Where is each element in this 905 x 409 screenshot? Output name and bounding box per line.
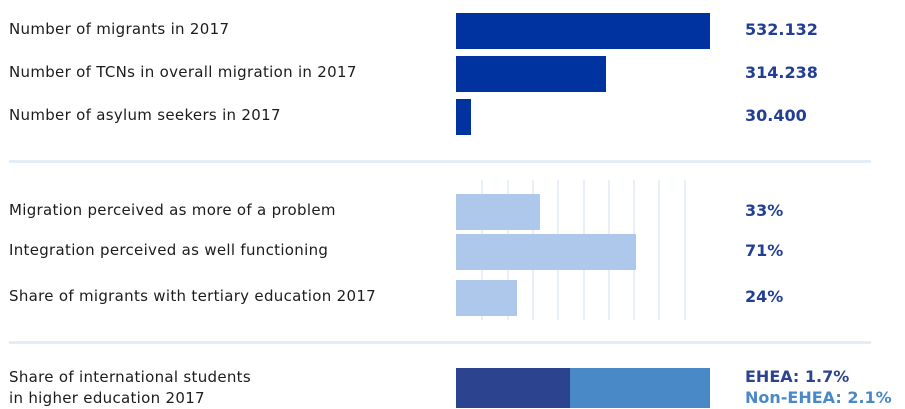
row-label: Number of asylum seekers in 2017 xyxy=(9,106,281,124)
row-label: Share of migrants with tertiary educatio… xyxy=(9,287,377,305)
value-label: 71% xyxy=(745,241,784,260)
row-label: Number of migrants in 2017 xyxy=(9,20,230,38)
section-divider xyxy=(9,160,871,163)
value-label: 532.132 xyxy=(745,20,818,39)
bar xyxy=(456,234,636,270)
value-label-ehea: EHEA: 1.7% xyxy=(745,367,850,386)
value-label: 24% xyxy=(745,287,784,306)
bar-segment-non-ehea xyxy=(570,368,710,408)
value-label-non-ehea: Non-EHEA: 2.1% xyxy=(745,388,892,407)
row-label: Share of international students in highe… xyxy=(9,368,251,407)
bar xyxy=(456,194,540,230)
value-label: 33% xyxy=(745,201,784,220)
value-label: 314.238 xyxy=(745,63,818,82)
value-label: 30.400 xyxy=(745,106,807,125)
row-label: Number of TCNs in overall migration in 2… xyxy=(9,63,357,81)
bar xyxy=(456,99,471,135)
row-label: Migration perceived as more of a problem xyxy=(9,201,336,219)
bar xyxy=(456,56,606,92)
bar xyxy=(456,280,517,316)
row-label: Integration perceived as well functionin… xyxy=(9,241,329,259)
gridline xyxy=(658,180,661,320)
gridline xyxy=(683,180,686,320)
section-divider xyxy=(9,341,871,344)
bar xyxy=(456,13,710,49)
bar-segment-ehea xyxy=(456,368,570,408)
